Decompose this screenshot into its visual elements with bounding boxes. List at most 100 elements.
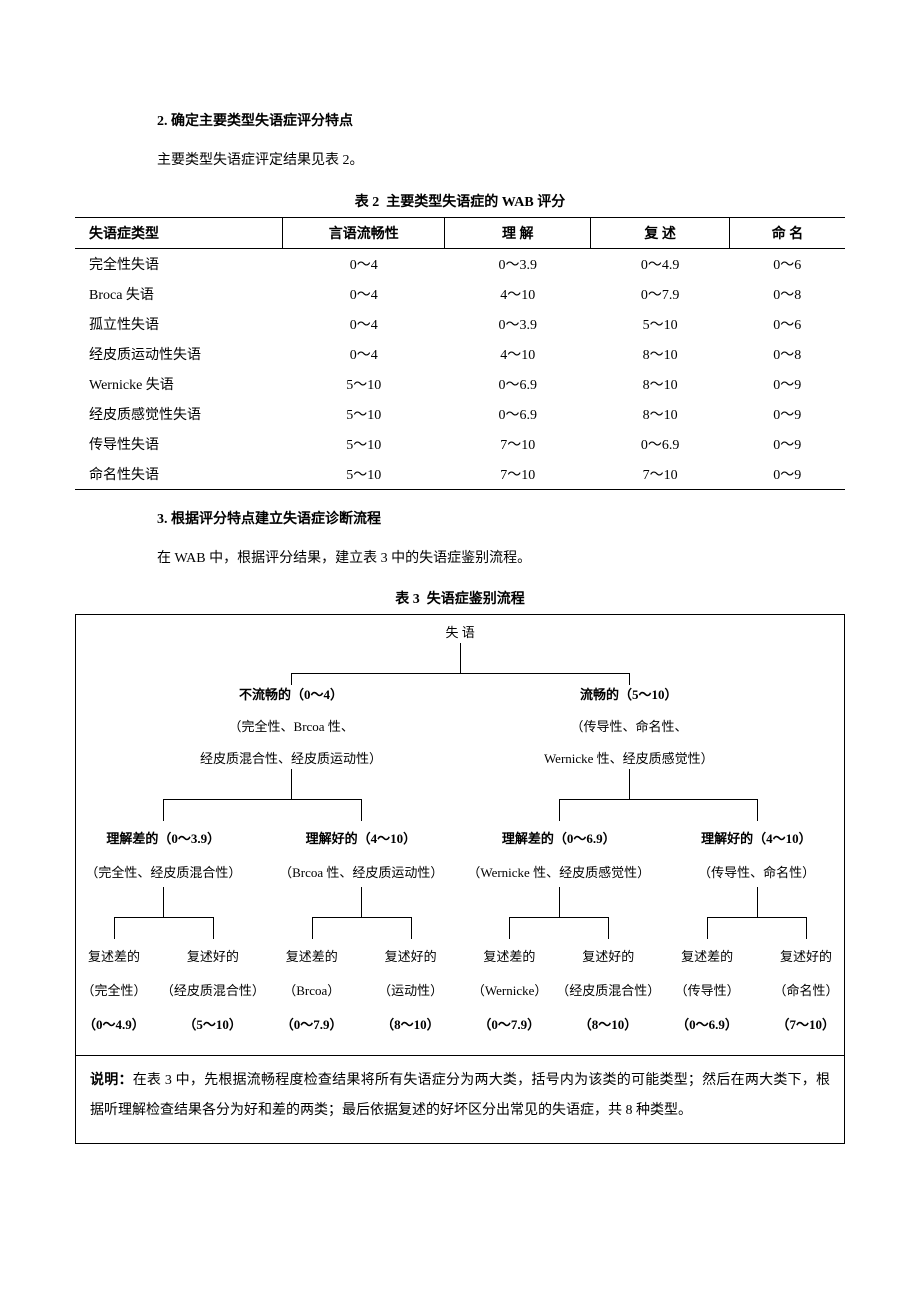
table-cell: 7～10 [445, 459, 591, 490]
table-cell: 0～8 [729, 339, 845, 369]
table-cell: 5～10 [283, 369, 445, 399]
table-cell: 0～6.9 [445, 399, 591, 429]
table-cell: 0～6 [729, 309, 845, 339]
flow-node: 复述差的 [286, 947, 338, 967]
flow-hline [114, 917, 213, 918]
flow-vline [163, 887, 164, 917]
flow-node: （7～10） [777, 1015, 836, 1035]
flow-vline [559, 887, 560, 917]
table2-caption-text: 主要类型失语症的 WAB 评分 [386, 195, 565, 210]
flow-node: （Wernicke 性、经皮质感觉性） [467, 863, 650, 883]
flow-vline [806, 917, 807, 939]
th-type: 失语症类型 [75, 217, 283, 248]
flow-vline [312, 917, 313, 939]
flow-node: （8～10） [579, 1015, 638, 1035]
th-comprehension: 理 解 [445, 217, 591, 248]
table-cell: 0～6.9 [445, 369, 591, 399]
table-cell: 0～6 [729, 248, 845, 279]
flow-vline [411, 917, 412, 939]
flow-vline [608, 917, 609, 939]
flowchart-diagram: 失 语不流畅的（0～4）（完全性、Brcoa 性、经皮质混合性、经皮质运动性）流… [76, 615, 844, 1055]
table-cell: 0～7.9 [591, 279, 730, 309]
flow-hline [291, 673, 629, 674]
flow-node: （经皮质混合性） [556, 981, 660, 1001]
flow-node: （8～10） [381, 1015, 440, 1035]
table-cell: 5～10 [283, 459, 445, 490]
flow-hline [509, 917, 608, 918]
table-cell: 0～9 [729, 399, 845, 429]
flow-vline [460, 643, 461, 673]
flow-node: 复述好的 [780, 947, 832, 967]
table-cell: 0～9 [729, 369, 845, 399]
table-cell: 0～6.9 [591, 429, 730, 459]
table-cell: 命名性失语 [75, 459, 283, 490]
table-row: 孤立性失语0～40～3.95～100～6 [75, 309, 845, 339]
flow-hline [707, 917, 806, 918]
flow-vline [361, 799, 362, 821]
table-cell: 8～10 [591, 399, 730, 429]
flow-node: 理解好的（4～10） [701, 829, 812, 849]
flow-vline [707, 917, 708, 939]
table-cell: 孤立性失语 [75, 309, 283, 339]
table-row: 经皮质运动性失语0～44～108～100～8 [75, 339, 845, 369]
table-cell: 8～10 [591, 339, 730, 369]
flow-vline [757, 887, 758, 917]
table-cell: 4～10 [445, 339, 591, 369]
table2-caption: 表 2 主要类型失语症的 WAB 评分 [75, 191, 845, 211]
flow-hline [559, 799, 757, 800]
flow-hline [312, 917, 411, 918]
table3-caption-text: 失语症鉴别流程 [427, 592, 525, 607]
table-cell: 4～10 [445, 279, 591, 309]
table-cell: 0～3.9 [445, 309, 591, 339]
table-cell: 5～10 [283, 429, 445, 459]
th-repetition: 复 述 [591, 217, 730, 248]
flow-node: （Brcoa 性、经皮质运动性） [279, 863, 443, 883]
table-row: 传导性失语5～107～100～6.90～9 [75, 429, 845, 459]
table-cell: 0～4 [283, 309, 445, 339]
flow-node: （Brcoa） [283, 981, 340, 1001]
flow-node: 复述差的 [681, 947, 733, 967]
flow-vline [291, 769, 292, 799]
flow-node: 理解差的（0～3.9） [106, 829, 220, 849]
flow-node: （传导性） [675, 981, 740, 1001]
table-cell: 0～9 [729, 459, 845, 490]
flow-node: 流畅的（5～10） [580, 685, 678, 705]
table-cell: 传导性失语 [75, 429, 283, 459]
flow-node: （传导性、命名性、 [570, 717, 687, 737]
section2-heading: 2. 确定主要类型失语症评分特点 [157, 110, 845, 130]
flow-vline [291, 673, 292, 685]
table-cell: 完全性失语 [75, 248, 283, 279]
table-row: 经皮质感觉性失语5～100～6.98～100～9 [75, 399, 845, 429]
flow-node: （0～6.9） [676, 1015, 738, 1035]
table2-caption-prefix: 表 2 [355, 195, 380, 210]
table3-caption-prefix: 表 3 [395, 592, 420, 607]
table-cell: 0～4 [283, 248, 445, 279]
table-cell: 0～3.9 [445, 248, 591, 279]
flow-vline [213, 917, 214, 939]
table-cell: 7～10 [445, 429, 591, 459]
flow-node: 复述好的 [582, 947, 634, 967]
table-row: 完全性失语0～40～3.90～4.90～6 [75, 248, 845, 279]
table-cell: 0～8 [729, 279, 845, 309]
flowchart-container: 失 语不流畅的（0～4）（完全性、Brcoa 性、经皮质混合性、经皮质运动性）流… [75, 614, 845, 1144]
section3-text: 在 WAB 中，根据评分结果，建立表 3 中的失语症鉴别流程。 [157, 546, 845, 573]
table-cell: Broca 失语 [75, 279, 283, 309]
flow-node: 经皮质混合性、经皮质运动性） [200, 749, 382, 769]
flow-node: 复述好的 [187, 947, 239, 967]
table3-caption: 表 3 失语症鉴别流程 [75, 588, 845, 608]
table-header-row: 失语症类型 言语流畅性 理 解 复 述 命 名 [75, 217, 845, 248]
table-cell: 经皮质感觉性失语 [75, 399, 283, 429]
flow-node: （完全性） [82, 981, 147, 1001]
table-row: Wernicke 失语5～100～6.98～100～9 [75, 369, 845, 399]
table-cell: 0～4.9 [591, 248, 730, 279]
flow-node: 复述差的 [88, 947, 140, 967]
wab-score-table: 失语症类型 言语流畅性 理 解 复 述 命 名 完全性失语0～40～3.90～4… [75, 217, 845, 490]
flow-hline [163, 799, 361, 800]
flow-node: 复述好的 [385, 947, 437, 967]
flow-node: （运动性） [378, 981, 443, 1001]
flow-node: （Wernicke） [472, 981, 547, 1001]
table-cell: 5～10 [591, 309, 730, 339]
flow-node: （完全性、Brcoa 性、 [229, 717, 354, 737]
th-naming: 命 名 [729, 217, 845, 248]
table-cell: 7～10 [591, 459, 730, 490]
